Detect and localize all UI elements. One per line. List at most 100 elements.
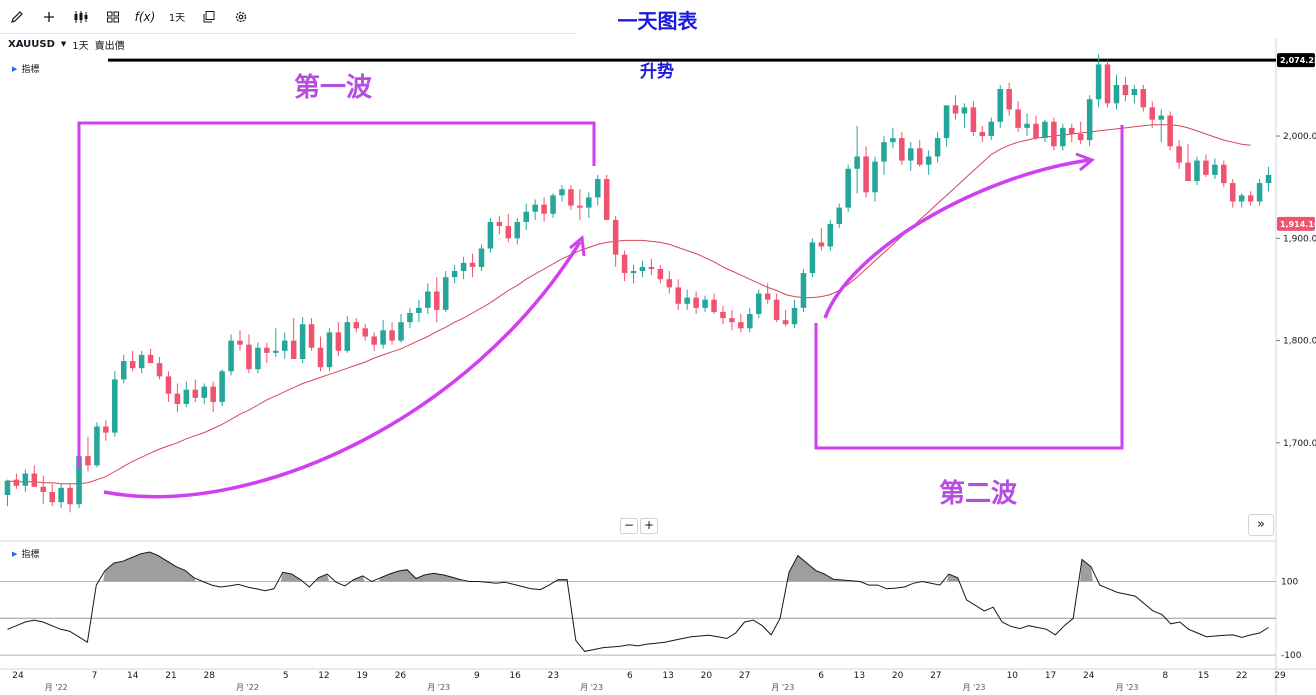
candle-body	[827, 223, 834, 247]
candle	[764, 283, 771, 304]
layout-icon[interactable]	[100, 5, 126, 29]
candle-body	[138, 354, 145, 369]
symbol-interval: 1天	[72, 40, 89, 52]
candle	[881, 136, 887, 175]
osc-extreme-fill	[351, 575, 365, 582]
candle	[407, 307, 413, 329]
candle	[1185, 144, 1191, 182]
candle	[1104, 60, 1111, 108]
candle	[782, 309, 789, 327]
candle-body	[317, 347, 324, 368]
candle	[147, 348, 154, 364]
candle	[183, 381, 190, 408]
candle	[1060, 123, 1066, 151]
candle-body	[219, 371, 225, 402]
candle	[174, 383, 181, 413]
wave2-arrowhead	[1075, 152, 1095, 172]
x-tick-label: 月 '23	[1116, 683, 1139, 692]
indicator-label: 指標	[21, 65, 40, 75]
candle-body	[720, 311, 726, 319]
candle	[550, 193, 556, 218]
candle-body	[58, 487, 64, 503]
scroll-to-latest-button[interactable]: »	[1248, 514, 1274, 536]
candle-body	[952, 105, 959, 114]
candle	[1167, 111, 1173, 151]
candle-body	[255, 347, 261, 370]
candle	[49, 483, 55, 507]
candle-body	[201, 386, 208, 398]
symbol-ticker[interactable]: XAUUSD	[8, 38, 55, 50]
candle	[621, 250, 628, 282]
candle-body	[1265, 174, 1272, 184]
chevron-down-icon[interactable]: ▼	[60, 40, 67, 48]
osc-extreme-fill	[946, 574, 960, 582]
candle-body	[577, 205, 583, 208]
candle	[755, 289, 762, 319]
candle	[4, 479, 11, 507]
candle	[1122, 76, 1129, 102]
candle	[67, 483, 73, 513]
candle-body	[800, 273, 807, 308]
x-tick-label: 月 '22	[236, 683, 259, 692]
candle-body	[40, 486, 47, 492]
osc-extreme-fill	[1080, 559, 1093, 582]
candle-body	[433, 291, 440, 310]
candle	[496, 215, 503, 235]
candle	[425, 283, 431, 314]
top-toolbar: f(x) 1天	[0, 0, 575, 34]
symbol-bar[interactable]: XAUUSD ▼ 1天 賣出價	[8, 37, 127, 52]
zoom-out-button[interactable]: −	[620, 518, 638, 534]
copy-icon[interactable]	[196, 5, 222, 29]
candle-body	[1176, 146, 1182, 163]
candle	[568, 185, 574, 210]
candle-body	[264, 347, 270, 353]
candle	[156, 356, 163, 380]
candle-body	[496, 221, 503, 227]
x-tick-label: 10	[1007, 671, 1019, 681]
candle	[630, 264, 637, 284]
candle	[1203, 154, 1209, 177]
candle	[192, 379, 199, 402]
candles-layer	[4, 54, 1272, 513]
indicators-button[interactable]: f(x)	[134, 9, 156, 24]
pencil-icon[interactable]	[4, 5, 30, 29]
candle	[1077, 121, 1084, 145]
candle	[738, 313, 744, 333]
candle	[1042, 119, 1048, 143]
crosshair-icon[interactable]	[36, 5, 62, 29]
candle	[317, 336, 324, 372]
osc-extreme-fill	[103, 552, 196, 582]
candle	[129, 350, 136, 372]
candle-body	[1238, 195, 1245, 202]
zoom-in-button[interactable]: +	[640, 518, 658, 534]
candle	[1024, 113, 1030, 137]
candle	[791, 299, 798, 329]
gear-icon[interactable]	[228, 5, 254, 29]
candle-body	[183, 389, 190, 404]
candle	[559, 185, 565, 202]
candle	[273, 328, 279, 357]
price-tag-label: 2,074.25	[1280, 56, 1316, 65]
candle-body	[487, 221, 494, 249]
interval-button[interactable]: 1天	[168, 13, 186, 24]
indicator-toggle-main[interactable]: ▶ 指標	[12, 62, 40, 76]
candle-body	[1212, 164, 1218, 175]
candle-body	[1015, 109, 1021, 128]
candle	[478, 244, 485, 272]
candle-body	[103, 426, 109, 433]
indicator-toggle-lower[interactable]: ▶ 指標	[12, 547, 39, 561]
candles-icon[interactable]	[68, 5, 94, 29]
wave1-label: 第一波	[294, 72, 373, 103]
x-tick-label: 13	[854, 671, 865, 681]
oscillator-layer	[0, 551, 1276, 656]
candle-body	[389, 330, 395, 341]
candle-body	[773, 299, 780, 321]
x-tick-label: 月 '23	[771, 683, 794, 692]
chart-title-banner: 一天图表	[575, 0, 740, 38]
candle	[603, 174, 610, 220]
candle-body	[1229, 183, 1236, 202]
x-tick-label: 月 '23	[963, 683, 986, 692]
candle-body	[246, 344, 252, 370]
candle	[112, 371, 118, 437]
